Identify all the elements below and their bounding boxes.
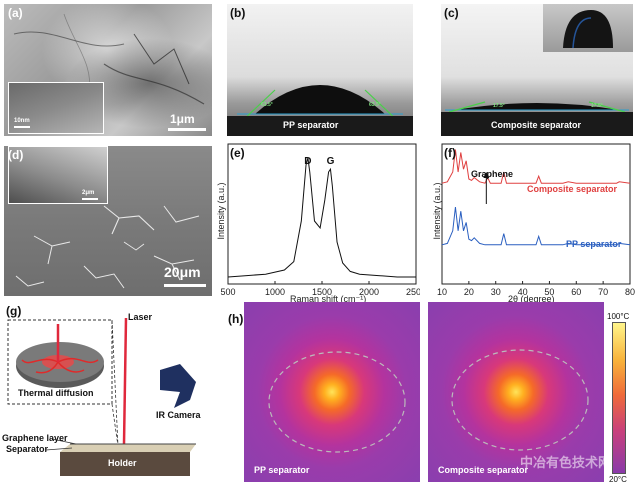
panel-d-inset-scalebar [82,198,98,200]
series-line-composite-separator [441,149,631,184]
panel-c-contact-angle: 17.5° 17.5° Composite separator [441,4,633,136]
plot-frame [441,143,631,285]
xrd-legend-pp: PP separator [566,239,622,249]
panel-d-label: (d) [8,148,24,162]
colorbar-min-label: 20°C [609,475,627,484]
thermal-setup-schematic [7,317,196,476]
raman-chart: 500 1000 1500 2000 2500 D G [220,143,420,297]
panel-a-inset-scale: 10nm [14,118,30,124]
panel-b-angle-left: 63.5° [261,102,273,108]
peak-label-d: D [304,156,311,167]
thermal-image-composite: Composite separator [428,302,604,482]
x-tick-label: 2500 [406,287,420,297]
thermal-caption-pp: PP separator [254,465,310,475]
xrd-legend-composite: Composite separator [527,184,618,194]
colorbar-max-label: 100°C [607,312,630,321]
thermal-diffusion-label: Thermal diffusion [18,388,94,398]
panel-c-angle-right: 17.5° [591,103,603,109]
x-tick-label: 2000 [359,287,379,297]
xrd-xlabel: 2θ (degree) [508,294,555,304]
panel-h-label: (h) [228,312,244,326]
thermal-caption-composite: Composite separator [438,465,529,475]
raman-xlabel: Raman shift (cm⁻¹) [290,294,367,304]
thermal-ring-pp [268,351,406,453]
holder-label: Holder [108,458,137,468]
xrd-annotation-graphene: Graphene [471,169,514,179]
droplet-pp [227,85,413,136]
panel-a-scalebar [168,128,206,131]
ir-camera-label: IR Camera [156,410,201,420]
panel-f-label: (f) [444,146,456,160]
xrd-ylabel: Intensity (a.u.) [432,182,442,240]
panel-d-scalebar [164,284,206,287]
x-tick-label: 40 [518,287,528,297]
series-line-pp-separator [441,206,631,246]
panel-c-angle-left: 17.5° [493,103,505,109]
panel-b-label: (b) [230,6,246,20]
panel-a-label: (a) [8,6,23,20]
panel-d-inset [8,146,108,204]
panel-c-photo-inset [543,4,633,52]
panel-c-caption: Composite separator [491,120,582,130]
series-line-raman [227,157,416,278]
panel-b-angle-right: 63.5° [369,102,381,108]
panel-d-inset-scale: 2μm [82,190,95,196]
separator-label: Separator [6,444,49,454]
graphene-layer-label: Graphene layer [2,433,68,443]
panel-c-label: (c) [444,6,459,20]
sem-wrinkles [15,205,200,289]
raman-ylabel: Intensity (a.u.) [216,182,226,240]
panel-g-label: (g) [6,304,22,318]
panel-b-contact-angle: 63.5° 63.5° PP separator [227,4,413,136]
laser-label: Laser [128,312,153,322]
x-tick-label: 80 [625,287,635,297]
x-tick-label: 1000 [265,287,285,297]
panel-e-label: (e) [230,146,245,160]
x-tick-label: 500 [220,287,235,297]
x-tick-label: 50 [544,287,554,297]
x-tick-label: 1500 [312,287,332,297]
panel-a-scale-label: 1μm [170,112,195,126]
panel-a-tem-image: 10nm 1μm [4,4,212,136]
thermal-ring-composite [451,349,589,451]
xrd-chart: 10 20 30 40 50 60 70 80 [437,143,635,297]
temperature-colorbar [612,322,626,474]
panel-a-inset-scalebar [14,126,30,128]
x-tick-label: 10 [437,287,447,297]
x-tick-label: 70 [598,287,608,297]
separator-photo [563,10,613,49]
panel-d-scale-label: 20μm [164,264,201,280]
x-tick-label: 30 [491,287,501,297]
panel-d-sem-image: 2μm 20μm [4,146,212,296]
thermal-image-pp: PP separator [244,302,420,482]
droplet-composite [441,101,633,136]
graphene-arrow-head [483,172,490,178]
peak-label-g: G [327,156,335,167]
x-tick-label: 20 [464,287,474,297]
panel-a-inset [8,82,104,134]
x-tick-label: 60 [571,287,581,297]
panel-b-caption: PP separator [283,120,339,130]
watermark: 中冶有色技术网 [520,455,612,470]
